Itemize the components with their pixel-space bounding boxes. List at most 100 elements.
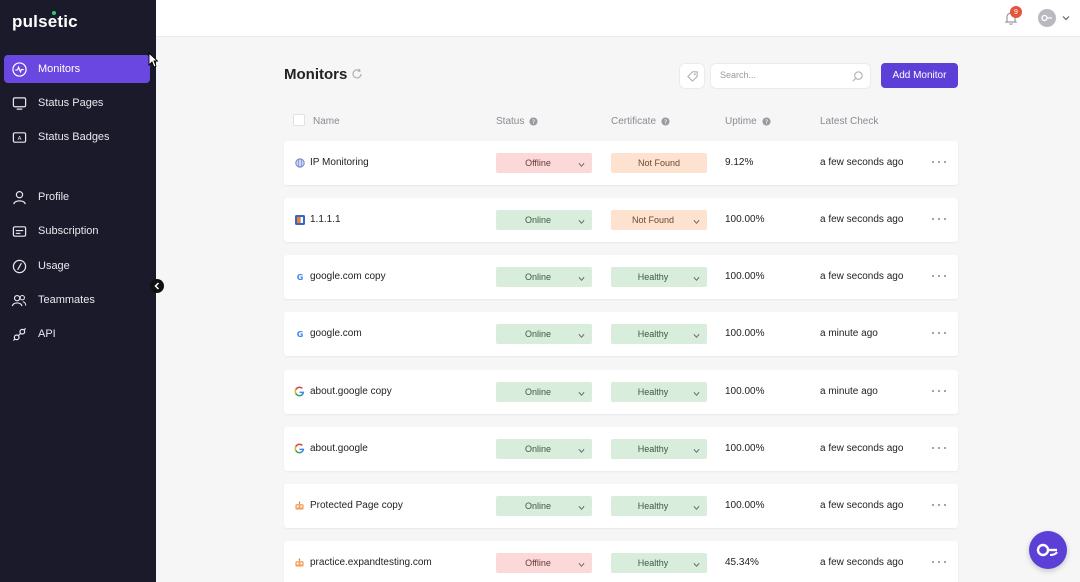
sidebar-item-label: Status Badges [38,131,110,143]
certificate-dropdown[interactable]: Not Found [611,210,707,230]
add-monitor-button[interactable]: Add Monitor [881,63,958,88]
page-title: Monitors [284,66,348,83]
tags-filter-button[interactable] [679,63,705,89]
sidebar-item-label: Teammates [38,294,95,306]
monitor-icon [11,95,27,111]
more-options-icon[interactable] [932,157,946,167]
chevron-down-icon [578,389,585,397]
chat-support-button[interactable] [1029,531,1067,569]
google-color-icon [294,386,305,397]
more-options-icon[interactable] [932,328,946,338]
more-options-icon[interactable] [932,500,946,510]
chevron-down-icon [578,217,585,225]
table-row[interactable]: IP Monitoring Offline Not Found 9.12% a few … [284,141,958,185]
chevron-down-icon [693,446,700,454]
monitor-name[interactable]: google.com copy [310,271,386,282]
user-avatar-icon [1041,14,1052,22]
help-icon[interactable]: ? [661,117,670,126]
sidebar-item-usage[interactable]: Usage [4,252,150,280]
table-row[interactable]: about.google Online Healthy 100.00% a few se… [284,427,958,471]
latest-check-value: a few seconds ago [820,557,904,568]
plug-icon [11,326,27,342]
table-row[interactable]: about.google copy Online Healthy 100.00% a m… [284,370,958,414]
more-options-icon[interactable] [932,386,946,396]
certificate-dropdown[interactable]: Healthy [611,439,707,459]
certificate-value: Healthy [637,329,669,339]
status-dropdown[interactable]: Online [496,324,592,344]
svg-text:?: ? [664,119,667,126]
uptime-value: 45.34% [725,557,759,568]
sidebar-item-api[interactable]: API [4,320,150,348]
status-value: Online [524,444,551,454]
help-icon[interactable]: ? [762,117,771,126]
monitor-name[interactable]: google.com [310,328,362,339]
robot-icon [294,557,305,568]
refresh-icon[interactable] [351,68,363,80]
sidebar-item-label: Status Pages [38,97,104,109]
certificate-value: Not Found [637,158,681,168]
chevron-down-icon [693,331,700,339]
robot-icon [294,500,305,511]
column-header-name[interactable]: Name [313,116,340,127]
uptime-value: 100.00% [725,443,765,454]
sidebar: pulsetic Monitors Status Pages A Status … [0,0,156,582]
chevron-down-icon [578,274,585,282]
uptime-value: 100.00% [725,328,765,339]
monitor-name[interactable]: about.google copy [310,386,392,397]
certificate-dropdown[interactable]: Healthy [611,267,707,287]
sidebar-item-subscription[interactable]: Subscription [4,217,150,245]
monitor-name[interactable]: 1.1.1.1 [310,214,341,225]
status-dropdown[interactable]: Online [496,439,592,459]
column-header-latest-check[interactable]: Latest Check [820,116,878,127]
search-icon[interactable] [851,70,864,83]
sidebar-item-status-badges[interactable]: A Status Badges [4,123,150,151]
table-row[interactable]: Protected Page copy Online Healthy 100.00% a… [284,484,958,528]
column-header-status[interactable]: Status ? [496,116,538,127]
select-all-checkbox[interactable] [293,114,305,126]
monitor-name[interactable]: about.google [310,443,368,454]
sidebar-item-label: Profile [38,191,70,203]
table-row[interactable]: 1.1.1.1 Online Not Found 100.00% a few secon… [284,198,958,242]
help-icon[interactable]: ? [529,117,538,126]
status-dropdown[interactable]: Online [496,496,592,516]
sidebar-item-monitors[interactable]: Monitors [4,55,150,83]
status-dropdown[interactable]: Offline [496,153,592,173]
search-input[interactable] [720,70,840,80]
column-header-uptime[interactable]: Uptime ? [725,116,771,127]
monitor-name[interactable]: practice.expandtesting.com [310,557,432,568]
chevron-down-icon[interactable] [1061,13,1071,23]
notification-badge: 9 [1010,6,1022,18]
status-dropdown[interactable]: Offline [496,553,592,573]
app-logo[interactable]: pulsetic [12,12,78,31]
monitor-name[interactable]: IP Monitoring [310,157,369,168]
column-header-certificate[interactable]: Certificate ? [611,116,670,127]
more-options-icon[interactable] [932,557,946,567]
more-options-icon[interactable] [932,271,946,281]
sidebar-item-teammates[interactable]: Teammates [4,286,150,314]
certificate-dropdown[interactable]: Healthy [611,324,707,344]
sidebar-item-profile[interactable]: Profile [4,183,150,211]
more-options-icon[interactable] [932,443,946,453]
status-value: Online [524,387,551,397]
certificate-dropdown[interactable]: Not Found [611,153,707,173]
sidebar-item-status-pages[interactable]: Status Pages [4,89,150,117]
svg-text:?: ? [532,119,535,126]
tag-icon [686,70,698,82]
status-dropdown[interactable]: Online [496,267,592,287]
status-dropdown[interactable]: Online [496,210,592,230]
more-options-icon[interactable] [932,214,946,224]
chevron-down-icon [578,503,585,511]
certificate-dropdown[interactable]: Healthy [611,382,707,402]
activity-icon [11,61,27,77]
certificate-dropdown[interactable]: Healthy [611,496,707,516]
certificate-dropdown[interactable]: Healthy [611,553,707,573]
monitor-name[interactable]: Protected Page copy [310,500,403,511]
cloudflare-icon [294,214,305,225]
chevron-down-icon [578,560,585,568]
collapse-sidebar-button[interactable] [150,279,164,293]
table-row[interactable]: practice.expandtesting.com Offline Healthy… [284,541,958,582]
avatar[interactable] [1038,9,1056,27]
status-dropdown[interactable]: Online [496,382,592,402]
